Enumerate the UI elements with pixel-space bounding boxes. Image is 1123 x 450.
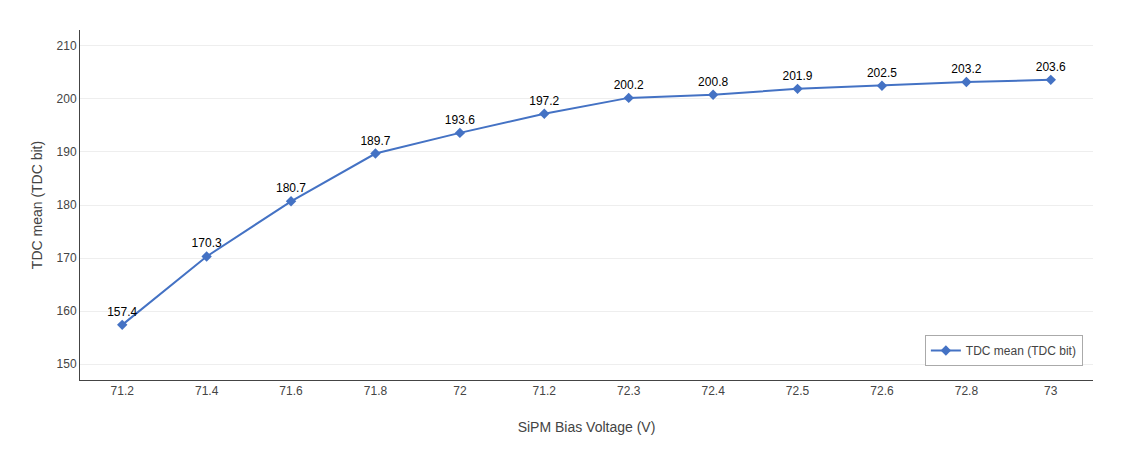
svg-text:170.3: 170.3 — [192, 236, 222, 250]
svg-text:72.3: 72.3 — [617, 384, 641, 398]
svg-text:72.6: 72.6 — [870, 384, 894, 398]
svg-text:203.6: 203.6 — [1036, 60, 1066, 74]
svg-text:203.2: 203.2 — [951, 62, 981, 76]
svg-text:180.7: 180.7 — [276, 181, 306, 195]
svg-text:71.2: 71.2 — [533, 384, 557, 398]
svg-text:72.8: 72.8 — [955, 384, 979, 398]
svg-text:200.8: 200.8 — [698, 75, 728, 89]
svg-text:72.4: 72.4 — [701, 384, 725, 398]
svg-text:202.5: 202.5 — [867, 66, 897, 80]
svg-text:210: 210 — [57, 39, 77, 53]
svg-text:193.6: 193.6 — [445, 113, 475, 127]
svg-text:157.4: 157.4 — [107, 305, 137, 319]
svg-text:72: 72 — [453, 384, 467, 398]
svg-text:150: 150 — [57, 357, 77, 371]
svg-text:71.8: 71.8 — [364, 384, 388, 398]
svg-text:170: 170 — [57, 251, 77, 265]
svg-text:189.7: 189.7 — [360, 134, 390, 148]
svg-text:160: 160 — [57, 304, 77, 318]
svg-text:72.5: 72.5 — [786, 384, 810, 398]
svg-text:71.6: 71.6 — [279, 384, 303, 398]
svg-text:197.2: 197.2 — [529, 94, 559, 108]
svg-text:SiPM Bias Voltage (V): SiPM Bias Voltage (V) — [518, 419, 656, 435]
svg-text:200.2: 200.2 — [614, 78, 644, 92]
svg-text:201.9: 201.9 — [783, 69, 813, 83]
svg-text:200: 200 — [57, 92, 77, 106]
svg-text:TDC mean (TDC bit): TDC mean (TDC bit) — [966, 344, 1076, 358]
svg-text:71.2: 71.2 — [111, 384, 135, 398]
svg-text:73: 73 — [1044, 384, 1058, 398]
svg-text:71.4: 71.4 — [195, 384, 219, 398]
svg-text:190: 190 — [57, 145, 77, 159]
svg-text:TDC mean (TDC bit): TDC mean (TDC bit) — [29, 141, 45, 269]
svg-text:180: 180 — [57, 198, 77, 212]
